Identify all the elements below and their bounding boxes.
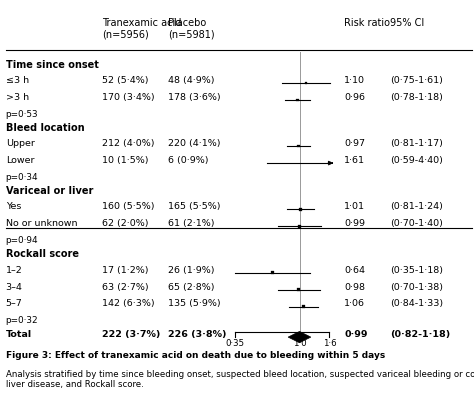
Text: Figure 3: Effect of tranexamic acid on death due to bleeding within 5 days: Figure 3: Effect of tranexamic acid on d… bbox=[6, 351, 385, 359]
Text: Yes: Yes bbox=[6, 202, 21, 211]
Text: 135 (5·9%): 135 (5·9%) bbox=[168, 299, 221, 308]
Text: 165 (5·5%): 165 (5·5%) bbox=[168, 202, 221, 211]
Text: 95% CI: 95% CI bbox=[390, 18, 424, 28]
Text: p=0·34: p=0·34 bbox=[6, 173, 38, 182]
Text: (0·70-1·38): (0·70-1·38) bbox=[390, 283, 443, 291]
Text: 1·0: 1·0 bbox=[293, 339, 307, 347]
Text: Variceal or liver: Variceal or liver bbox=[6, 186, 93, 196]
Bar bbox=[328, 162, 331, 164]
Text: 6 (0·9%): 6 (0·9%) bbox=[168, 156, 209, 165]
Text: 52 (5·4%): 52 (5·4%) bbox=[102, 76, 148, 85]
Text: 0·35: 0·35 bbox=[225, 339, 244, 347]
Text: (0·75-1·61): (0·75-1·61) bbox=[390, 76, 443, 85]
Text: Upper: Upper bbox=[6, 139, 35, 148]
Polygon shape bbox=[288, 331, 311, 343]
Text: (0·84-1·33): (0·84-1·33) bbox=[390, 299, 443, 308]
Text: 0·96: 0·96 bbox=[344, 93, 365, 102]
Text: 1·10: 1·10 bbox=[344, 76, 365, 85]
Text: Time since onset: Time since onset bbox=[6, 60, 99, 70]
Text: (0·81-1·24): (0·81-1·24) bbox=[390, 202, 443, 211]
Text: Total: Total bbox=[6, 330, 32, 339]
Bar bbox=[298, 225, 301, 228]
Text: 170 (3·4%): 170 (3·4%) bbox=[102, 93, 155, 102]
Text: p=0·32: p=0·32 bbox=[6, 316, 38, 325]
Text: (0·81-1·17): (0·81-1·17) bbox=[390, 139, 443, 148]
Text: 3–4: 3–4 bbox=[6, 283, 23, 291]
Text: 10 (1·5%): 10 (1·5%) bbox=[102, 156, 148, 165]
Text: (0·82-1·18): (0·82-1·18) bbox=[390, 330, 450, 339]
Text: 1–2: 1–2 bbox=[6, 266, 22, 274]
Text: 0·99: 0·99 bbox=[344, 330, 368, 339]
Text: No or unknown: No or unknown bbox=[6, 219, 77, 228]
Text: p=0·94: p=0·94 bbox=[6, 236, 38, 245]
Text: Rockall score: Rockall score bbox=[6, 249, 79, 260]
Text: 178 (3·6%): 178 (3·6%) bbox=[168, 93, 221, 102]
Text: 212 (4·0%): 212 (4·0%) bbox=[102, 139, 155, 148]
Text: Analysis stratified by time since bleeding onset, suspected bleed location, susp: Analysis stratified by time since bleedi… bbox=[6, 370, 474, 389]
Text: 65 (2·8%): 65 (2·8%) bbox=[168, 283, 215, 291]
Text: 0·64: 0·64 bbox=[344, 266, 365, 274]
Text: 226 (3·8%): 226 (3·8%) bbox=[168, 330, 227, 339]
Text: 222 (3·7%): 222 (3·7%) bbox=[102, 330, 160, 339]
Text: 61 (2·1%): 61 (2·1%) bbox=[168, 219, 215, 228]
Text: Tranexamic acid
(n=5956): Tranexamic acid (n=5956) bbox=[102, 18, 181, 40]
Text: 26 (1·9%): 26 (1·9%) bbox=[168, 266, 215, 274]
Bar bbox=[299, 208, 302, 211]
Bar bbox=[297, 289, 300, 291]
Text: 142 (6·3%): 142 (6·3%) bbox=[102, 299, 155, 308]
Bar bbox=[296, 99, 299, 101]
Text: (0·59-4·40): (0·59-4·40) bbox=[390, 156, 443, 165]
Text: 62 (2·0%): 62 (2·0%) bbox=[102, 219, 148, 228]
Bar bbox=[302, 305, 305, 308]
Text: 1·06: 1·06 bbox=[344, 299, 365, 308]
Text: Placebo
(n=5981): Placebo (n=5981) bbox=[168, 18, 215, 40]
Text: 0·99: 0·99 bbox=[344, 219, 365, 228]
Text: ≤3 h: ≤3 h bbox=[6, 76, 29, 85]
Bar bbox=[305, 82, 308, 84]
Text: 48 (4·9%): 48 (4·9%) bbox=[168, 76, 215, 85]
Text: 1·01: 1·01 bbox=[344, 202, 365, 211]
Text: 63 (2·7%): 63 (2·7%) bbox=[102, 283, 148, 291]
Text: (0·70-1·40): (0·70-1·40) bbox=[390, 219, 443, 228]
Text: Risk ratio: Risk ratio bbox=[344, 18, 390, 28]
Text: 5–7: 5–7 bbox=[6, 299, 22, 308]
Text: p=0·53: p=0·53 bbox=[6, 110, 38, 118]
Text: 220 (4·1%): 220 (4·1%) bbox=[168, 139, 221, 148]
Bar bbox=[297, 145, 300, 147]
Text: 0·97: 0·97 bbox=[344, 139, 365, 148]
Text: Lower: Lower bbox=[6, 156, 34, 165]
Text: Bleed location: Bleed location bbox=[6, 123, 84, 133]
Text: 17 (1·2%): 17 (1·2%) bbox=[102, 266, 148, 274]
Text: 1·6: 1·6 bbox=[323, 339, 336, 347]
Text: 0·98: 0·98 bbox=[344, 283, 365, 291]
Bar bbox=[271, 272, 273, 274]
Text: 1·61: 1·61 bbox=[344, 156, 365, 165]
Text: (0·78-1·18): (0·78-1·18) bbox=[390, 93, 443, 102]
Text: (0·35-1·18): (0·35-1·18) bbox=[390, 266, 443, 274]
Text: 160 (5·5%): 160 (5·5%) bbox=[102, 202, 155, 211]
Text: >3 h: >3 h bbox=[6, 93, 29, 102]
